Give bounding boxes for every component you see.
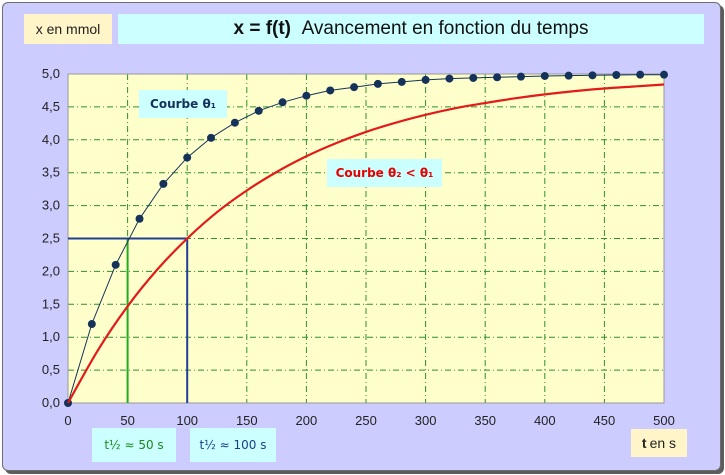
series-1-point — [564, 71, 573, 80]
curve-1-label-text: Courbe θ₁ — [150, 97, 216, 111]
series-1-point — [159, 179, 168, 188]
y-tick-label: 2,5 — [42, 231, 60, 246]
chart-title-equation: x = f(t) — [233, 18, 291, 39]
x-tick-label: 0 — [64, 413, 71, 428]
y-tick-label: 3,5 — [42, 165, 60, 180]
y-tick-label: 1,5 — [42, 296, 60, 311]
half-time-1-label: t½ ≈ 50 s — [92, 428, 176, 462]
series-1-point — [183, 153, 192, 162]
y-tick-label: 5,0 — [42, 66, 60, 81]
series-1-point — [278, 98, 287, 107]
series-1-point — [350, 83, 359, 92]
series-1-point — [373, 79, 382, 88]
y-tick-label: 0,5 — [42, 362, 60, 377]
half-time-2-label: t½ ≈ 100 s — [190, 428, 276, 462]
series-1-point — [302, 91, 311, 100]
x-tick-label: 350 — [474, 413, 496, 428]
series-1-point — [469, 73, 478, 82]
series-1-point — [445, 74, 454, 83]
series-1-point — [397, 77, 406, 86]
series-1-point — [660, 70, 668, 79]
grid-lines — [67, 73, 665, 404]
x-tick-label: 200 — [296, 413, 318, 428]
series-1-point — [588, 71, 597, 80]
y-tick-label: 4,0 — [42, 132, 60, 147]
y-axis-label: x en mmol — [24, 14, 112, 44]
series-1-point — [135, 214, 144, 223]
y-tick-label: 0,0 — [42, 395, 60, 410]
series-1-point — [612, 70, 621, 79]
x-axis-variable: t — [641, 435, 647, 451]
y-axis-label-text: x en mmol — [35, 21, 101, 37]
chart-title: x = f(t) Avancement en fonction du temps — [118, 14, 704, 44]
series-1-point — [493, 73, 502, 82]
series-1-point — [87, 320, 96, 329]
x-tick-label: 450 — [594, 413, 616, 428]
curve-2-label: Courbe θ₂ < θ₁ — [327, 159, 442, 187]
series-1-point — [516, 72, 525, 81]
x-tick-label: 50 — [120, 413, 134, 428]
series-2-line — [67, 83, 665, 404]
series-1-line — [67, 74, 664, 404]
series-1-point — [254, 106, 263, 115]
half-time-2-text: t½ ≈ 100 s — [199, 438, 267, 452]
x-tick-label: 150 — [236, 413, 258, 428]
series-1-point — [111, 260, 120, 269]
x-axis-label: t en s — [631, 429, 687, 457]
series-1-point — [636, 70, 645, 79]
series-1-point — [421, 75, 430, 84]
half-time-guides — [68, 237, 189, 403]
x-tick-label: 400 — [534, 413, 556, 428]
x-tick-label: 100 — [176, 413, 198, 428]
y-tick-label: 2,0 — [42, 263, 60, 278]
series-1-point — [207, 133, 216, 142]
y-tick-label: 1,0 — [42, 329, 60, 344]
series-1-point — [326, 86, 335, 95]
curve-2-label-text: Courbe θ₂ < θ₁ — [335, 166, 434, 180]
x-tick-label: 250 — [355, 413, 377, 428]
tick-labels: 0 50 100 150 200 250 300 350 400 450 500 0,0 0,5 1,0 1… — [42, 66, 675, 428]
chart-title-text: Avancement en fonction du temps — [301, 18, 589, 39]
y-tick-label: 4,5 — [42, 99, 60, 114]
curve-1-label: Courbe θ₁ — [139, 90, 227, 118]
x-axis-unit: en s — [649, 435, 677, 451]
y-tick-label: 3,0 — [42, 198, 60, 213]
series-1-point — [230, 118, 239, 127]
x-tick-label: 500 — [653, 413, 675, 428]
x-tick-label: 300 — [415, 413, 437, 428]
series-1-point — [540, 71, 549, 80]
series-layer — [64, 70, 668, 407]
half-time-1-text: t½ ≈ 50 s — [104, 438, 164, 452]
